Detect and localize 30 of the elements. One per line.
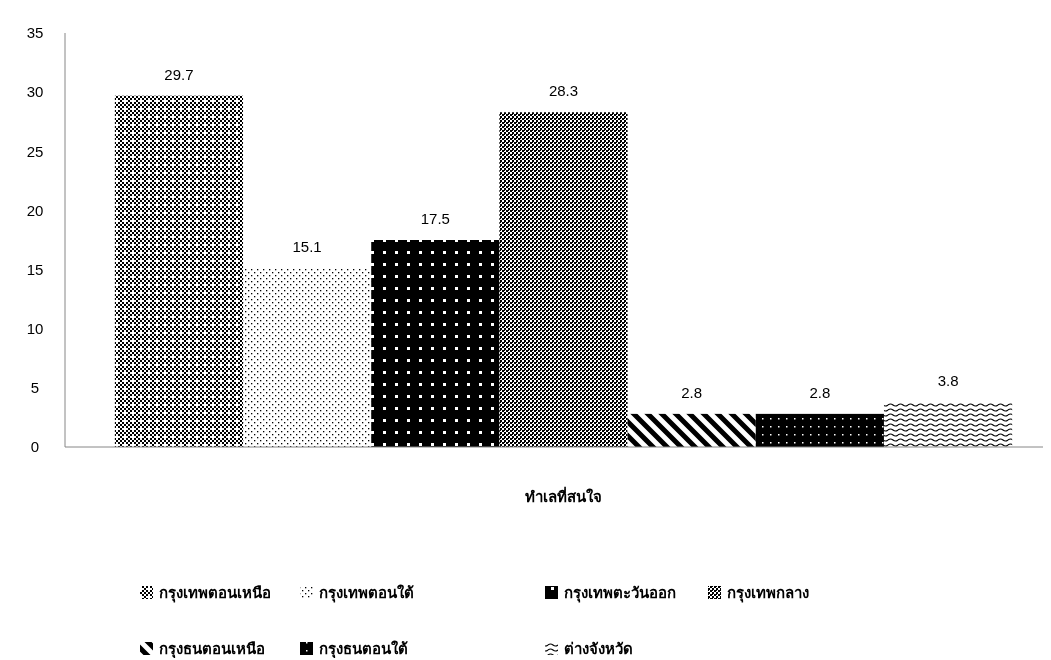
bar [627, 413, 756, 447]
bar [883, 402, 1013, 447]
legend-label: กรุงเทพตอนใต้ [319, 584, 414, 604]
legend-label: กรุงเทพตะวันออก [564, 584, 676, 604]
data-label: 15.1 [292, 238, 322, 256]
bar [371, 240, 500, 447]
bar [243, 268, 372, 447]
bar [499, 112, 628, 447]
legend-label: กรุงเทพกลาง [727, 584, 809, 604]
x-axis-title: ทำเลที่สนใจ [525, 486, 602, 505]
bar [755, 413, 884, 447]
y-tick-label: 15 [26, 260, 44, 278]
y-tick-label: 5 [30, 379, 40, 397]
bar [114, 95, 244, 447]
y-tick-label: 30 [26, 83, 44, 101]
data-label: 29.7 [164, 65, 194, 83]
legend-label: กรุงธนตอนใต้ [319, 640, 408, 660]
y-tick-label: 25 [26, 142, 44, 160]
y-tick-label: 35 [26, 24, 44, 42]
legend-label: กรุงธนตอนเหนือ [159, 640, 265, 660]
y-tick-label: 20 [26, 201, 44, 219]
y-tick-label: 0 [30, 438, 40, 456]
data-label: 2.8 [681, 383, 703, 401]
data-label: 3.8 [937, 372, 959, 390]
data-label: 17.5 [420, 210, 450, 227]
legend-label: ต่างจังหวัด [564, 640, 633, 658]
y-tick-label: 10 [26, 319, 44, 337]
data-label: 28.3 [548, 82, 579, 100]
legend-label: กรุงเทพตอนเหนือ [159, 584, 271, 604]
data-label: 2.8 [809, 383, 831, 401]
